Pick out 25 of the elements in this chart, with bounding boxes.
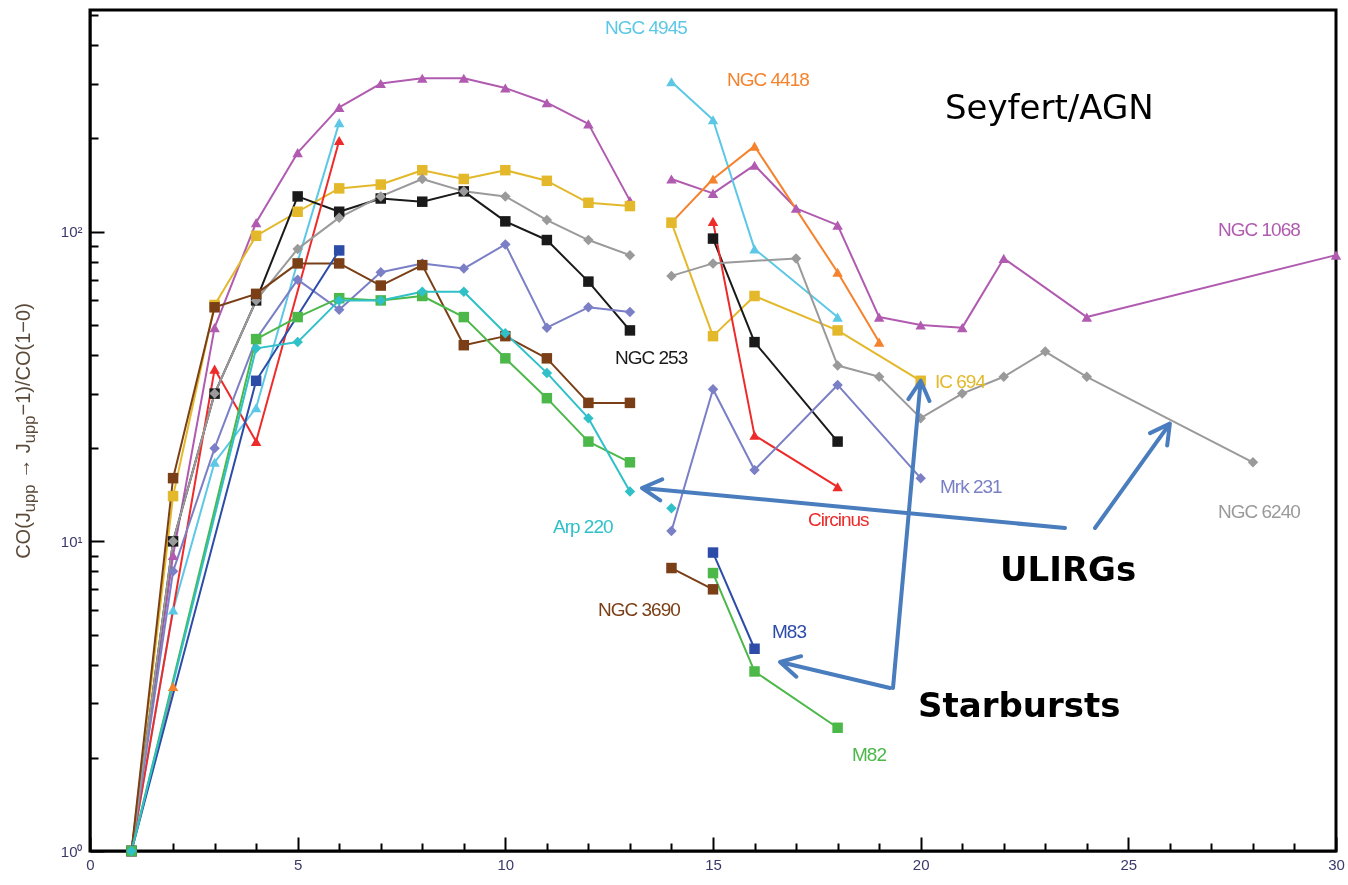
annotation: Starbursts bbox=[918, 685, 1121, 725]
x-tick-label: 30 bbox=[1328, 855, 1345, 873]
y-tick-label: 10¹ bbox=[60, 532, 83, 550]
y-tick-label: 10⁰ bbox=[60, 842, 83, 860]
x-tick-label: 5 bbox=[293, 855, 303, 873]
series-label: NGC 1068 bbox=[1218, 219, 1300, 240]
text: NGC 4418 bbox=[727, 69, 809, 90]
y-tick-label: 10² bbox=[60, 223, 83, 241]
series-label: Mrk 231 bbox=[940, 476, 1002, 497]
text: NGC 4945 bbox=[605, 17, 687, 38]
series-label: NGC 3690 bbox=[598, 599, 680, 620]
x-tick-label: 25 bbox=[1120, 855, 1138, 873]
series-label: Arp 220 bbox=[553, 516, 613, 537]
x-tick-label: 20 bbox=[912, 855, 930, 873]
series-label: NGC 253 bbox=[615, 347, 688, 368]
series-label: M82 bbox=[852, 744, 886, 765]
x-tick-label: 0 bbox=[86, 855, 95, 873]
annotation: Seyfert/AGN bbox=[945, 87, 1154, 127]
x-tick-label: 15 bbox=[705, 855, 722, 873]
series-label: Circinus bbox=[808, 509, 869, 530]
x-tick-label: 10 bbox=[497, 855, 515, 873]
text: NGC 6240 bbox=[1218, 501, 1300, 522]
annotation: ULIRGs bbox=[1000, 549, 1137, 589]
series-label: M83 bbox=[772, 621, 806, 642]
series-label: IC 694 bbox=[935, 371, 985, 392]
